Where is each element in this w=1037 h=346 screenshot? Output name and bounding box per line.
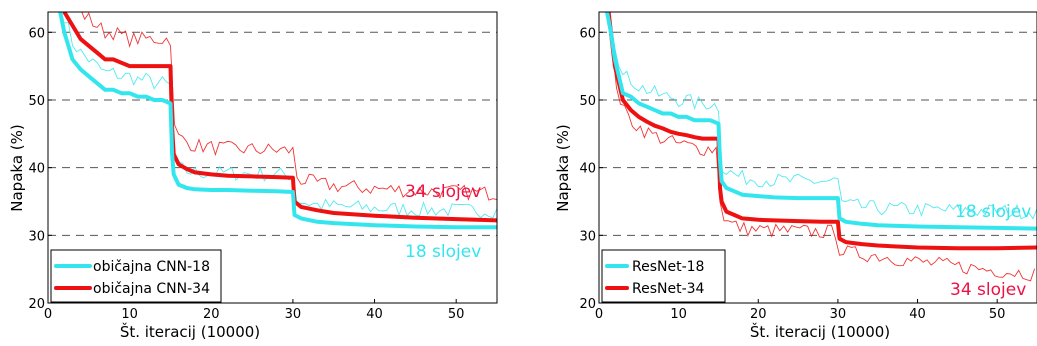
series-line-resnet-18: [605, 12, 1037, 231]
legend-label-resnet18: ResNet-18: [632, 259, 704, 275]
y-tick-label-20: 20: [28, 297, 45, 312]
thin-training-curves-right: [610, 21, 1037, 282]
y-tick-label-40: 40: [28, 162, 45, 177]
series-line-običajna-cnn-34: [62, 12, 497, 223]
series-line-resnet-34: [606, 12, 1037, 251]
x-tick-label-10: 10: [670, 307, 687, 322]
plot-frame-right: [598, 11, 1037, 304]
legend-label-cnn34: običajna CNN-34: [93, 281, 210, 297]
x-tick-label-50: 50: [448, 307, 465, 322]
y-tick-label-40: 40: [579, 162, 596, 177]
chart-right: 0 10 20 30 40 50 20 30 40 50 60 Št. iteracij (100…: [554, 11, 1037, 341]
x-tick-label-20: 20: [750, 307, 767, 322]
annotation-34-layers-right: 34 slojev: [950, 280, 1026, 300]
series-line-običajna-cnn-18: [58, 12, 497, 230]
y-axis-label-left: Napaka (%): [8, 124, 26, 211]
chart-left: 0 10 20 30 40 50 20 30 40 50 60 Št. iteracij (100…: [8, 11, 498, 341]
annotation-34-layers-left: 34 slojev: [405, 182, 481, 202]
thin-training-curves-left: [64, 12, 497, 219]
legend-box-left: [50, 249, 222, 303]
plot-frame-left: [47, 11, 498, 304]
thin-curve-34: [612, 50, 1036, 282]
x-axis-label-left: Št. iteracij (10000): [120, 322, 260, 341]
y-tick-label-60: 60: [28, 26, 45, 41]
x-axis-label-right: Št. iteracij (10000): [750, 322, 890, 341]
y-axis-label-right: Napaka (%): [554, 124, 572, 211]
y-tick-label-50: 50: [28, 94, 45, 109]
x-tick-label-0: 0: [595, 307, 603, 322]
thin-curve-18: [610, 21, 1037, 220]
legend-label-resnet34: ResNet-34: [632, 281, 705, 297]
series-lines-right: [605, 12, 1037, 251]
y-ticks-right: 20 30 40 50 60: [579, 26, 603, 312]
thin-curve-18: [64, 22, 497, 219]
y-tick-label-30: 30: [579, 229, 596, 244]
y-tick-label-20: 20: [579, 297, 596, 312]
annotation-18-layers-right: 18 slojev: [955, 202, 1031, 222]
x-tick-label-40: 40: [366, 307, 383, 322]
x-tick-label-30: 30: [285, 307, 302, 322]
legend-left: običajna CNN-18 običajna CNN-34: [50, 249, 222, 303]
legend-box-right: [601, 249, 726, 303]
x-tick-label-10: 10: [121, 307, 138, 322]
series-lines-left: [58, 12, 497, 230]
x-tick-label-40: 40: [909, 307, 926, 322]
x-tick-label-20: 20: [203, 307, 220, 322]
y-ticks-left: 20 30 40 50 60: [28, 26, 52, 312]
grid-right: [599, 31, 1037, 236]
x-tick-label-30: 30: [830, 307, 847, 322]
legend-right: ResNet-18 ResNet-34: [601, 249, 726, 303]
annotation-18-layers-left: 18 slojev: [405, 242, 481, 262]
grid-left: [48, 31, 497, 236]
x-tick-label-0: 0: [44, 307, 52, 322]
y-tick-label-30: 30: [28, 229, 45, 244]
y-tick-label-60: 60: [579, 26, 596, 41]
legend-label-cnn18: običajna CNN-18: [93, 259, 210, 275]
y-tick-label-50: 50: [579, 94, 596, 109]
thin-curve-34: [81, 12, 497, 201]
x-tick-label-50: 50: [989, 307, 1006, 322]
x-ticks-right: 0 10 20 30 40 50: [595, 299, 1006, 322]
